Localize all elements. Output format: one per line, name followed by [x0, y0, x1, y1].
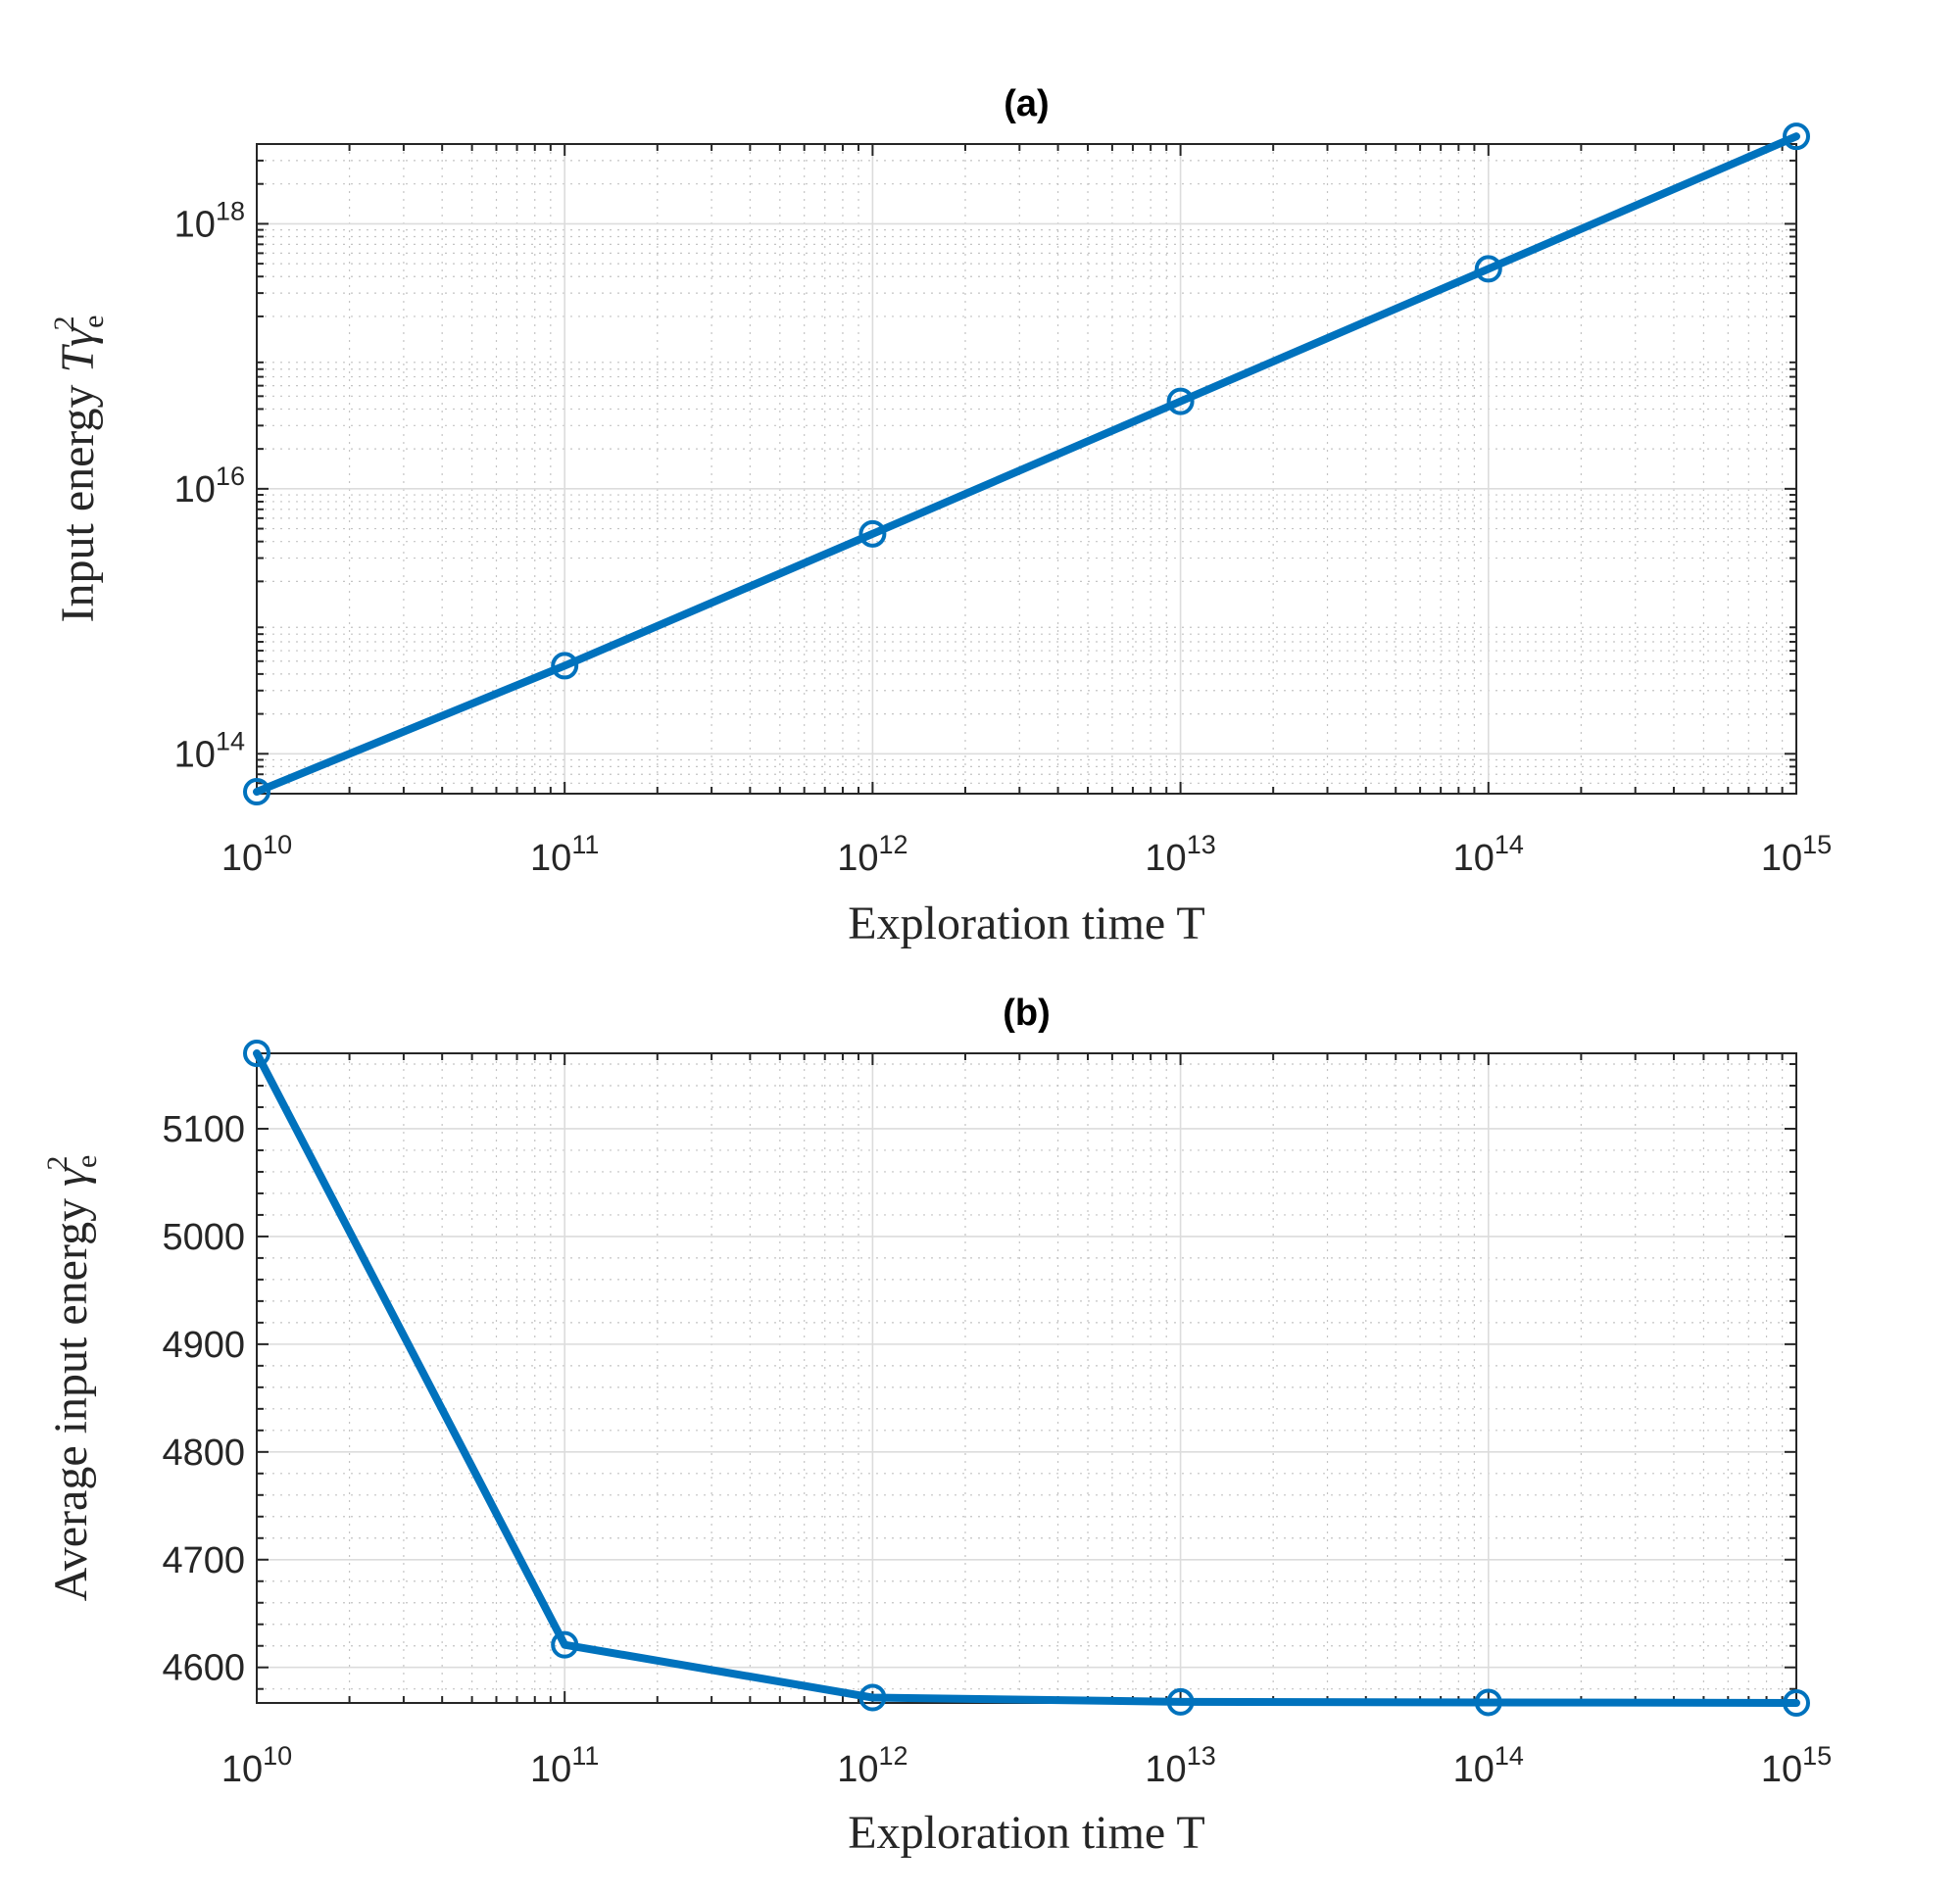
y-tick-label: 4800 [162, 1433, 245, 1474]
y-tick-label: 4700 [162, 1540, 245, 1581]
chart-panel-a: 1010 1011 1012 1013 1014 1015 1014 1016 1018 (a) E… [48, 83, 1832, 949]
x-tick-label: 1010 [221, 1741, 292, 1790]
chart-panel-b: 1010 1011 1012 1013 1014 1015 4600 4700 4800 4900… [41, 993, 1832, 1859]
x-tick-label: 1013 [1145, 1741, 1215, 1790]
chart-title: (b) [1003, 993, 1051, 1034]
x-axis-label: Exploration time T [848, 1807, 1204, 1859]
data-point-marker [243, 1040, 270, 1067]
x-tick-label: 1013 [1145, 830, 1215, 879]
data-point-marker [1474, 255, 1502, 283]
x-tick-label: 1011 [530, 1741, 599, 1790]
series-line [253, 1049, 1800, 1707]
data-point-marker [1166, 387, 1195, 415]
data-point-marker [1474, 1688, 1502, 1717]
chart-title: (a) [1004, 83, 1049, 124]
data-point-marker [1783, 122, 1810, 151]
data-point-marker [551, 1630, 579, 1659]
axes-box [256, 143, 1797, 795]
y-tick-label: 1014 [174, 726, 245, 775]
x-tick-label: 1014 [1453, 1741, 1524, 1790]
data-point-marker [243, 778, 270, 806]
y-tick-label: 1016 [174, 462, 245, 510]
x-tick-label: 1010 [221, 830, 292, 879]
x-tick-label: 1011 [530, 830, 599, 879]
x-tick-label: 1012 [837, 1741, 907, 1790]
x-tick-label: 1012 [837, 830, 907, 879]
x-axis-label: Exploration time T [848, 898, 1204, 949]
x-tick-label: 1015 [1761, 1741, 1832, 1790]
plot-area [257, 1053, 1796, 1703]
y-tick-label: 4900 [162, 1325, 245, 1366]
y-axis-label: Input energy Tγe2 [48, 316, 110, 623]
y-axis-label: Average input energy γe2 [41, 1155, 103, 1602]
x-tick-label: 1015 [1761, 830, 1832, 879]
data-point-marker [858, 519, 887, 548]
data-point-marker [1783, 1689, 1810, 1717]
x-tick-label: 1014 [1453, 830, 1524, 879]
y-tick-label: 1018 [174, 196, 245, 245]
data-point-marker [1166, 1687, 1195, 1716]
y-tick-label: 5100 [162, 1109, 245, 1150]
y-tick-label: 5000 [162, 1217, 245, 1258]
y-tick-label: 4600 [162, 1648, 245, 1689]
data-point-marker [858, 1683, 887, 1712]
data-point-marker [551, 652, 579, 680]
series-line [253, 132, 1800, 797]
